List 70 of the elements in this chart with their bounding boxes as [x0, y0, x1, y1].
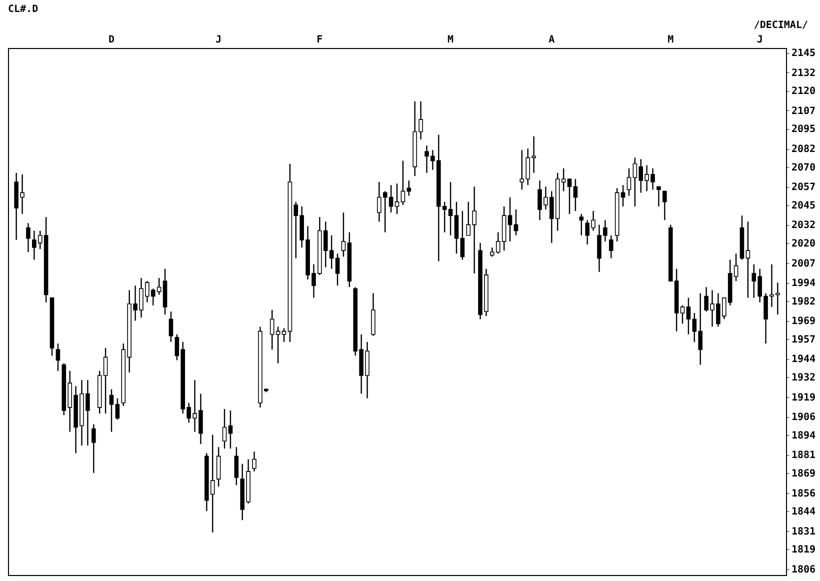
candlestick — [26, 222, 30, 253]
candlestick — [394, 182, 400, 215]
candlestick — [656, 186, 661, 208]
x-tick-label: M — [448, 34, 454, 46]
candlestick — [662, 190, 667, 221]
x-tick-label: D — [108, 34, 115, 46]
x-tick-label: M — [668, 34, 674, 46]
candlestick — [115, 398, 120, 420]
y-tick-label: 2032 — [792, 220, 816, 232]
candlestick — [579, 213, 584, 236]
candlestick — [270, 309, 274, 350]
y-tick-label: 2082 — [792, 144, 816, 156]
y-tick-label: 2045 — [792, 200, 816, 212]
y-tick-label: 2132 — [792, 68, 816, 79]
candlestick — [168, 310, 174, 343]
y-tick-label: 1982 — [792, 296, 816, 308]
candlestick — [92, 424, 96, 474]
candlestick — [234, 446, 239, 486]
y-tick-label: 1919 — [792, 392, 816, 404]
y-tick-label: 2120 — [792, 86, 816, 98]
candlestick — [448, 181, 453, 236]
candlestick — [103, 347, 108, 414]
y-tick-label: 2070 — [792, 162, 816, 174]
candlestick — [680, 304, 685, 324]
candlestick — [228, 410, 233, 450]
candlestick — [561, 168, 566, 192]
candlestick — [252, 451, 256, 472]
candlestick — [567, 178, 572, 215]
y-tick-label: 1869 — [792, 468, 816, 480]
candlestick — [573, 178, 578, 212]
candlestick — [109, 388, 114, 432]
y-tick-label: 1819 — [792, 544, 816, 556]
candlestick — [341, 212, 346, 258]
chart-title: CL#.D — [8, 4, 38, 15]
x-tick-label: J — [216, 34, 222, 46]
y-tick-label: 2145 — [792, 48, 816, 60]
candlestick — [734, 253, 738, 282]
x-tick-label: A — [548, 34, 555, 46]
candlestick — [686, 297, 691, 335]
y-tick-label: 2095 — [792, 124, 816, 136]
x-tick-label: F — [316, 34, 323, 46]
y-tick-label: 1844 — [792, 506, 816, 518]
y-tick-label: 1957 — [792, 334, 816, 346]
candlestick — [608, 234, 614, 259]
y-tick-label: 1831 — [792, 526, 816, 538]
y-tick-label: 2020 — [792, 238, 816, 250]
candlestick — [56, 342, 60, 372]
x-tick-label: J — [756, 34, 763, 46]
y-tick-label: 1944 — [792, 354, 816, 366]
candlestick — [216, 446, 221, 488]
y-tick-label: 2007 — [792, 258, 816, 270]
y-tick-label: 1806 — [792, 564, 816, 576]
candlestick — [222, 408, 227, 450]
candlestick — [335, 253, 340, 286]
y-tick-label: 1994 — [792, 278, 816, 290]
candlestick — [626, 168, 632, 196]
text: /DECIMAL/ — [754, 20, 808, 31]
y-tick-label: 2107 — [792, 106, 816, 117]
candlestick — [746, 221, 750, 298]
candlestick — [508, 196, 512, 242]
candlestick — [460, 210, 465, 260]
y-tick-label: 1894 — [792, 430, 816, 442]
y-tick-label: 1932 — [792, 372, 816, 384]
candlestick — [514, 208, 518, 236]
y-tick-label: 1969 — [792, 316, 816, 328]
y-tick-label: 1881 — [792, 450, 816, 462]
y-tick-label: 2057 — [792, 182, 816, 194]
y-tick-label: 1856 — [792, 488, 816, 500]
y-tick-label: 1906 — [792, 412, 816, 424]
candlestick — [454, 201, 459, 254]
